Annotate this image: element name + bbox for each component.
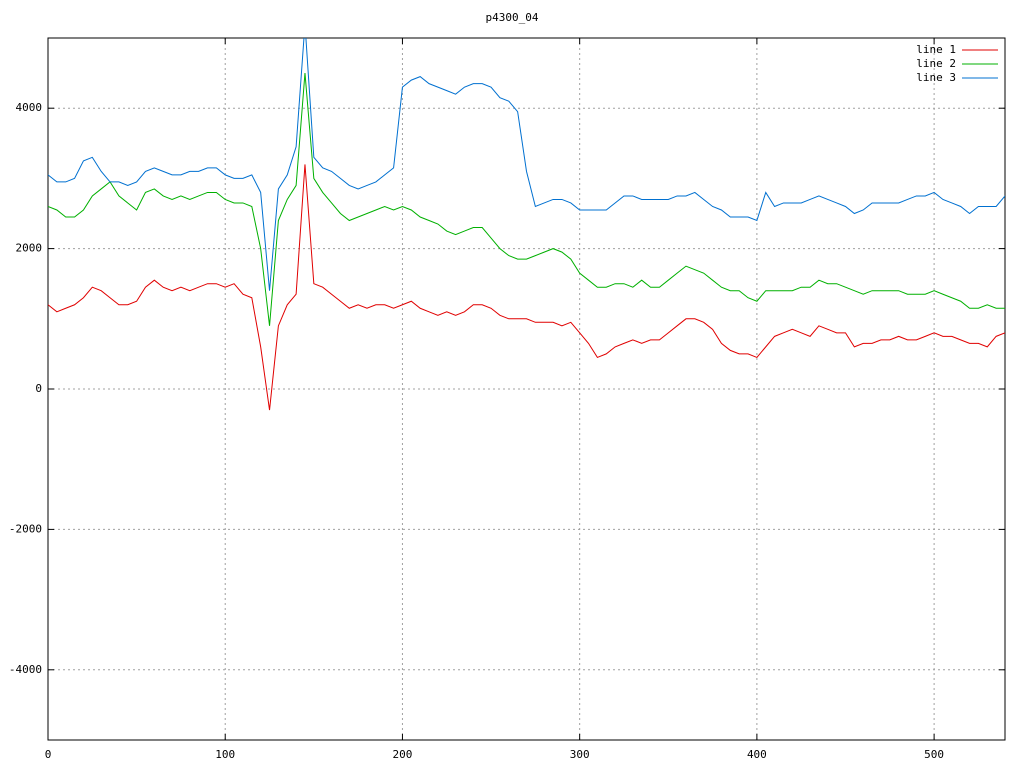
x-tick-label: 0 — [45, 748, 52, 761]
x-tick-label: 300 — [570, 748, 590, 761]
legend-label: line 2 — [916, 57, 956, 70]
legend-label: line 3 — [916, 71, 956, 84]
y-tick-label: 0 — [35, 382, 42, 395]
data-line — [48, 164, 1005, 411]
x-tick-label: 200 — [393, 748, 413, 761]
plot-frame — [47, 37, 1006, 741]
y-tick-label: 2000 — [16, 242, 43, 255]
chart-title: p4300_04 — [486, 11, 539, 24]
y-tick-label: -2000 — [9, 522, 42, 535]
y-tick-label: -4000 — [9, 663, 42, 676]
data-line — [48, 38, 1005, 291]
data-line — [48, 73, 1005, 326]
x-tick-label: 400 — [747, 748, 767, 761]
x-tick-label: 100 — [215, 748, 235, 761]
x-tick-label: 500 — [924, 748, 944, 761]
y-tick-label: 4000 — [16, 101, 43, 114]
legend-label: line 1 — [916, 43, 956, 56]
plot-area — [48, 38, 1005, 411]
